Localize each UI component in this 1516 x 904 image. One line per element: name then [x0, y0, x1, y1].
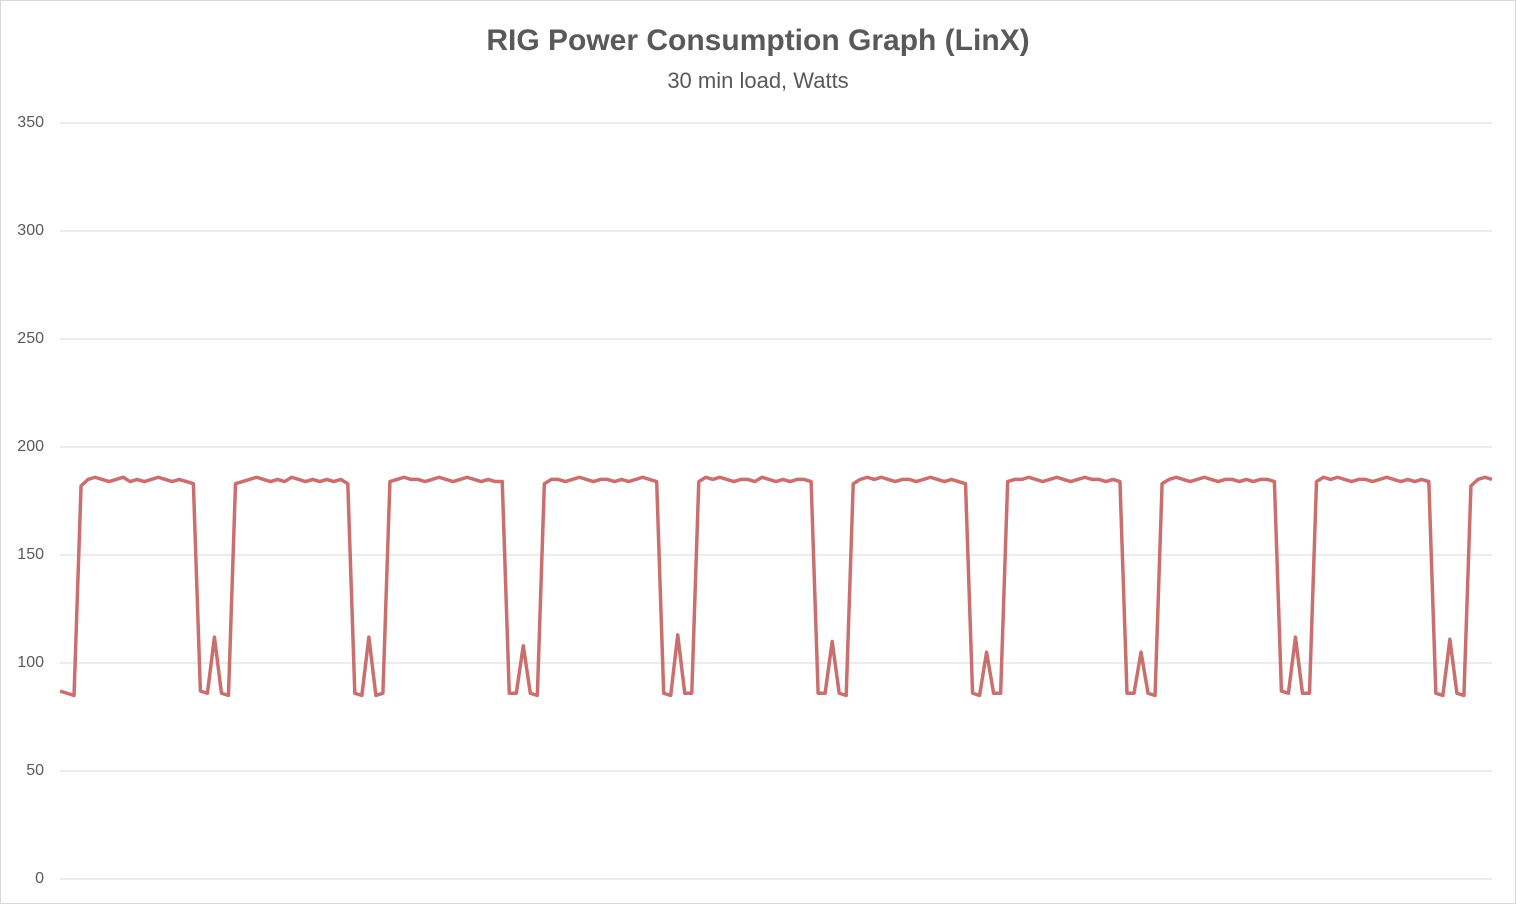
- y-tick-label: 0: [35, 870, 44, 887]
- y-tick-label: 100: [17, 654, 44, 671]
- y-tick-label: 250: [17, 330, 44, 347]
- y-tick-label: 50: [26, 762, 44, 779]
- chart-title: RIG Power Consumption Graph (LinX): [486, 24, 1029, 57]
- chart-subtitle: 30 min load, Watts: [667, 68, 848, 93]
- data-line: [59, 475, 1493, 698]
- y-tick-label: 350: [17, 114, 44, 131]
- y-tick-label: 300: [17, 222, 44, 239]
- y-tick-label: 200: [17, 438, 44, 455]
- y-tick-label: 150: [17, 546, 44, 563]
